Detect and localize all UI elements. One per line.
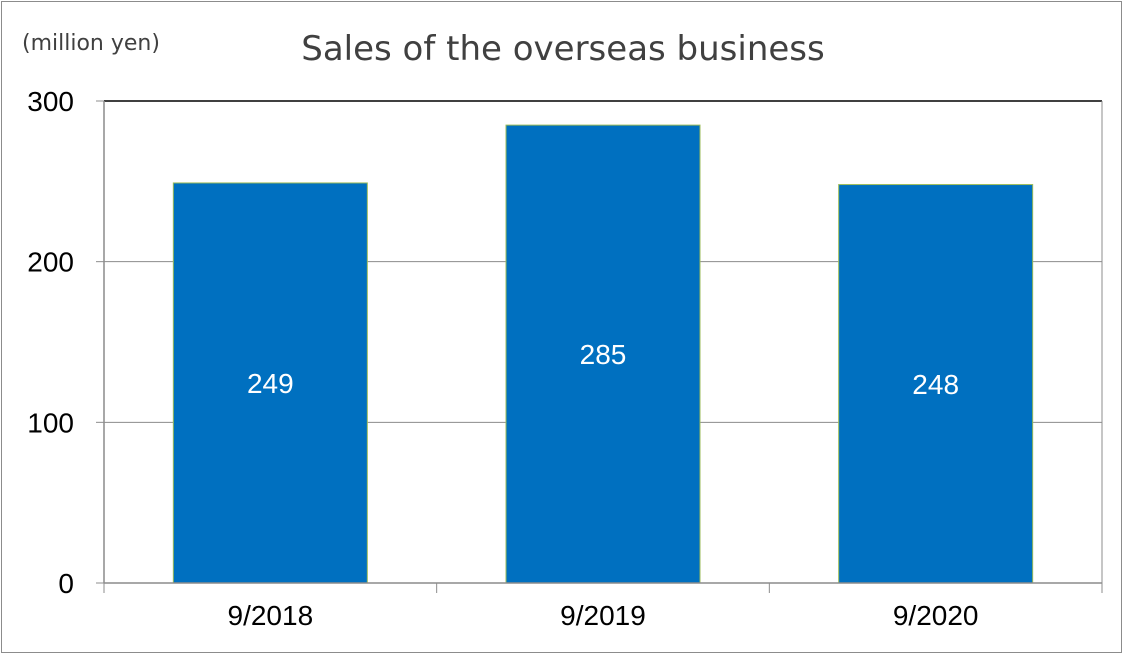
x-tick-label: 9/2020 xyxy=(893,600,979,631)
y-tick-label: 100 xyxy=(27,407,74,438)
y-tick-label: 300 xyxy=(27,86,74,117)
data-label: 249 xyxy=(247,368,294,399)
y-tick-label: 0 xyxy=(58,568,74,599)
x-tick-label: 9/2018 xyxy=(228,600,314,631)
bar xyxy=(505,124,701,584)
x-tick-label: 9/2019 xyxy=(560,600,646,631)
bar xyxy=(838,184,1034,584)
y-tick-label: 200 xyxy=(27,247,74,278)
data-label: 248 xyxy=(912,369,959,400)
data-label: 285 xyxy=(580,339,627,370)
unit-label: (million yen) xyxy=(22,31,160,56)
bar xyxy=(172,182,368,584)
chart-title: Sales of the overseas business xyxy=(301,29,824,69)
